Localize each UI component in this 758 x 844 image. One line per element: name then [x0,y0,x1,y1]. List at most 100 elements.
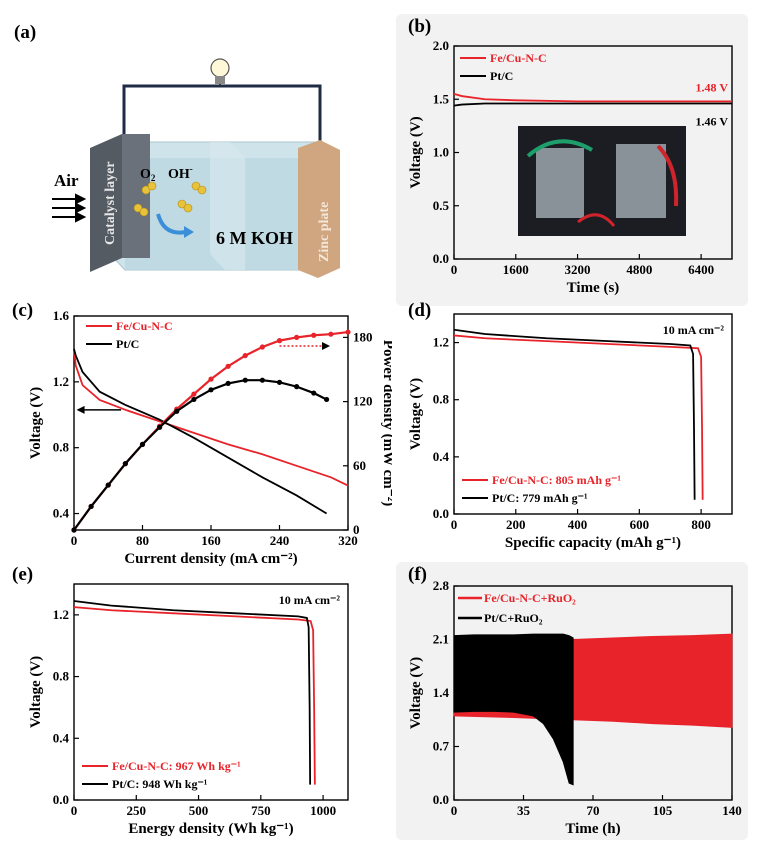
y-tick-label: 0.0 [433,506,449,521]
arrow-left-head [76,405,85,414]
series-line-1 [453,102,732,107]
x-axis-label: Energy density (Wh kg⁻¹) [128,821,293,837]
panel-f-chart: (f) 0 35 70 105 140 0.0 0.7 1.4 2.1 2.8 Time (h) Vol… [408,564,742,837]
legend-label: Fe/Cu-N-C: 967 Wh kg⁻¹ [112,759,241,773]
x-tick-label: 320 [338,533,358,548]
panel-a-label: (a) [14,22,36,43]
panel-d-chart: (d) 0 200 400 600 800 0.0 0.4 0.8 1.2 Specific cap… [408,300,733,551]
legend-label: Pt/C: 779 mAh g⁻¹ [492,491,588,505]
x-tick-label: 1600 [503,262,529,277]
x-tick-label: 35 [517,803,531,818]
y-tick-label: 1.6 [53,308,70,323]
y-tick-label: 0.5 [433,198,450,213]
legend-label: Pt/C: 948 Wh kg⁻¹ [112,777,208,791]
y-axis-label: Voltage (V) [28,656,44,728]
plot-frame [453,313,733,515]
y-tick-label: 2.1 [433,632,449,647]
arrow-right-head [322,341,331,350]
x-tick-label: 105 [653,803,673,818]
y-tick-label: 0.8 [433,392,450,407]
panel-e-label: (e) [12,564,33,585]
o2-subscript: 2 [151,173,156,183]
x-tick-label: 80 [136,533,149,548]
series-line-1 [73,600,312,785]
y-tick-label: 1.4 [433,685,450,700]
x-tick-label: 200 [506,517,526,532]
annotation-red: 1.48 V [696,80,729,94]
y-tick-label: 0.8 [53,440,70,455]
y-tick-label: 0.8 [53,669,70,684]
power-curve-3 [73,379,328,531]
x-tick-label: 600 [630,517,650,532]
y-tick-label: 0.0 [53,792,69,807]
legend-label: Fe/Cu-N-C+RuO₂ [484,591,576,605]
panel-a-schematic: (a) Catalyst layer Zinc plate Air O2 OH-… [14,22,340,278]
x-tick-label: 70 [587,803,600,818]
current-density-annotation: 10 mA cm⁻² [279,593,341,607]
oh-superscript: - [190,164,193,174]
oxygen-molecules [133,181,207,217]
y2-tick-label: 180 [353,329,373,344]
x-tick-label: 0 [451,803,458,818]
series-line-0 [73,606,316,785]
current-density-annotation: 10 mA cm⁻² [663,323,725,337]
series-band-1 [453,633,574,786]
x-tick-label: 0 [71,803,78,818]
x-tick-label: 240 [270,533,290,548]
x-tick-label: 0 [451,262,458,277]
series-line-1 [453,328,696,500]
light-bulb-icon [210,58,230,86]
legend-label: Pt/C [116,337,139,351]
legend-label: Fe/Cu-N-C: 805 mAh g⁻¹ [492,473,621,487]
x-tick-label: 1000 [310,803,336,818]
inset-wire-red [656,144,679,207]
air-label: Air [54,171,79,190]
x-tick-label: 0 [451,517,458,532]
y-tick-label: 1.0 [433,145,449,160]
x-axis-label: Time (h) [565,821,620,837]
x-tick-label: 250 [127,803,147,818]
y-tick-label: 1.5 [433,91,450,106]
x-tick-label: 0 [71,533,78,548]
y-axis-label: Voltage (V) [28,387,44,459]
air-arrows [52,193,87,223]
power-curve-2 [73,330,349,531]
y-tick-label: 0.4 [53,730,70,745]
y-tick-label: 0.7 [433,739,450,754]
legend-label: Fe/Cu-N-C [116,319,173,333]
y-axis-label: Voltage (V) [408,657,424,729]
legend-label: Fe/Cu-N-C [490,51,547,65]
inset-wire-green [526,139,594,158]
y-tick-label: 1.2 [53,374,69,389]
koh-label: 6 M KOH [216,228,293,248]
series-line-1 [73,348,328,515]
y-axis-label: Voltage (V) [408,116,424,188]
y-tick-label: 0.4 [433,449,450,464]
inset-device-left [536,148,584,218]
inset-device-right [616,144,666,218]
catalyst-layer-label: Catalyst layer [103,161,118,245]
svg-text:OH-: OH- [168,164,193,182]
y-tick-label: 2.0 [433,38,449,53]
x-tick-label: 160 [201,533,221,548]
series-line-0 [453,93,732,103]
annotation-black: 1.46 V [696,115,729,129]
series-line-0 [73,348,349,487]
x-tick-label: 800 [691,517,711,532]
series-line-0 [453,334,704,500]
x-tick-label: 6400 [688,262,714,277]
y-axis-label: Voltage (V) [408,378,424,450]
y2-tick-label: 60 [353,458,366,473]
x-tick-label: 140 [722,803,742,818]
panel-c-chart: (c) 0 80 160 240 320 0.4 0.8 1.2 1.6 Current densi… [12,300,392,567]
legend-label: Pt/C [490,69,513,83]
x-tick-label: 3200 [565,262,591,277]
inset-wire-red-2 [577,213,616,227]
legend-label: Pt/C+RuO₂ [484,611,543,625]
x-axis-label: Time (s) [567,280,620,296]
x-tick-label: 500 [189,803,209,818]
panel-c-label: (c) [12,300,33,321]
panel-b-label: (b) [408,16,431,37]
y-tick-label: 0.0 [433,251,449,266]
panel-f-label: (f) [408,564,427,585]
